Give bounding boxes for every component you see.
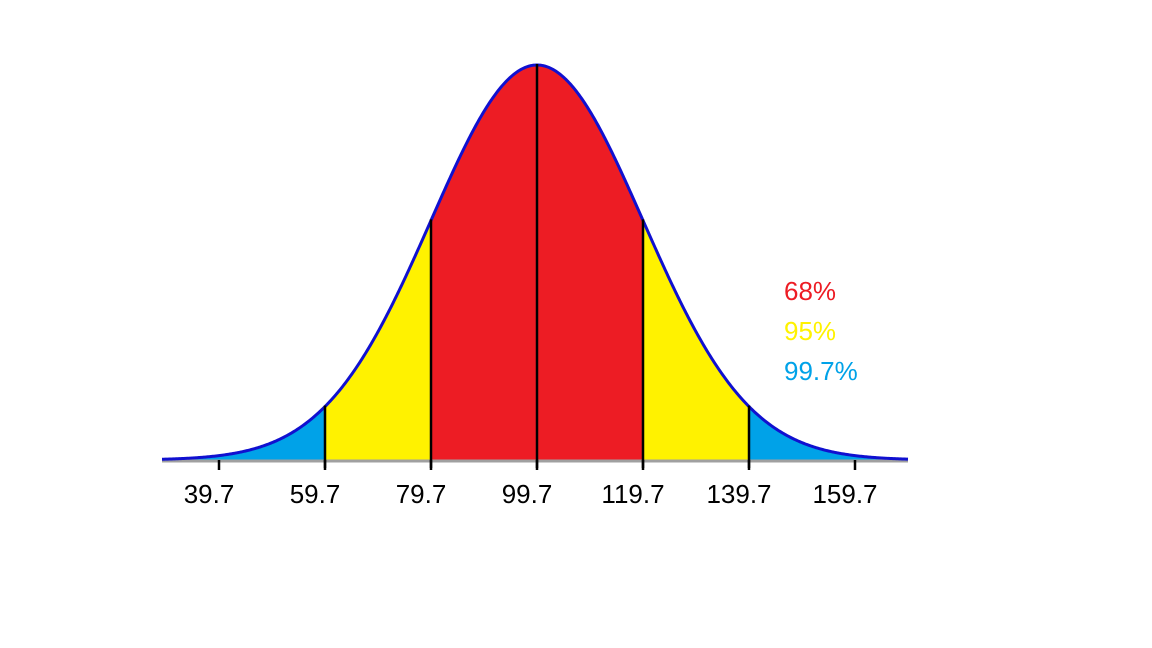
bell-curve [161, 63, 909, 461]
legend-item: 68% [784, 276, 836, 306]
legend: 68% 95% 99.7% [784, 276, 858, 386]
x-tick-label: 79.7 [396, 479, 447, 509]
x-tick-label: 39.7 [184, 479, 235, 509]
x-tick-label: 59.7 [290, 479, 341, 509]
x-axis-ticks [217, 460, 857, 470]
region-dividers [323, 64, 751, 468]
x-tick-label: 139.7 [706, 479, 771, 509]
x-tick-label: 159.7 [812, 479, 877, 509]
x-axis-tick-labels: 39.7 59.7 79.7 99.7 119.7 139.7 159.7 [184, 479, 878, 509]
x-tick-label: 99.7 [502, 479, 553, 509]
legend-item: 95% [784, 316, 836, 346]
x-tick-label: 119.7 [601, 479, 664, 509]
legend-item: 99.7% [784, 356, 858, 386]
region-areas [162, 65, 908, 460]
